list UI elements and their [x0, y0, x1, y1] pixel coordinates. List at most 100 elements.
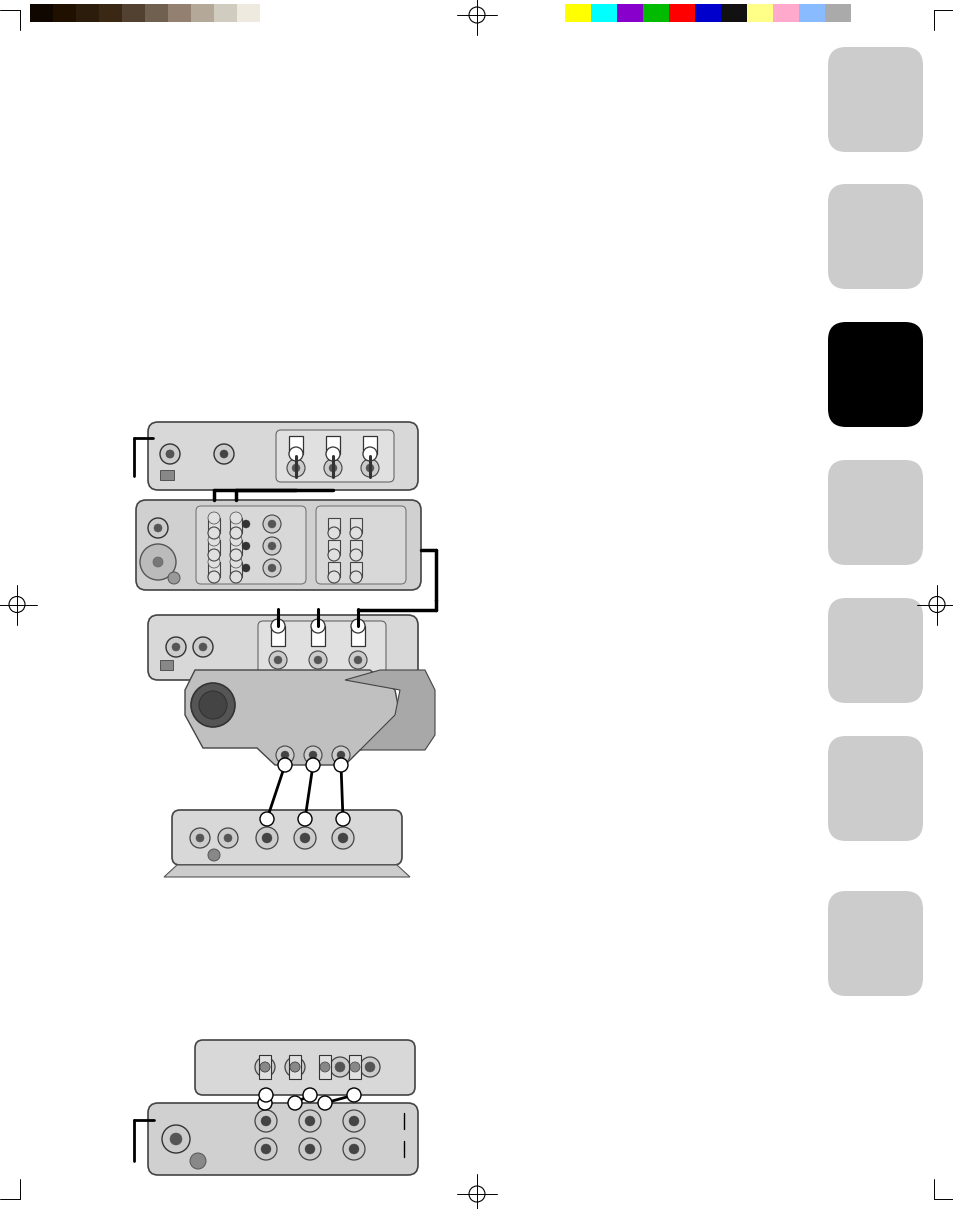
Circle shape	[195, 834, 204, 841]
Circle shape	[363, 447, 376, 461]
Circle shape	[299, 833, 310, 843]
Bar	[328, 517, 339, 533]
FancyBboxPatch shape	[827, 47, 923, 152]
Circle shape	[208, 556, 220, 568]
Circle shape	[347, 1088, 360, 1101]
Circle shape	[294, 827, 315, 849]
Circle shape	[297, 812, 312, 826]
Circle shape	[289, 447, 303, 461]
Bar	[824, 4, 850, 22]
Circle shape	[360, 459, 378, 478]
FancyBboxPatch shape	[172, 810, 401, 864]
Circle shape	[305, 1144, 314, 1155]
Circle shape	[366, 464, 374, 472]
Circle shape	[208, 571, 220, 583]
Bar	[191, 4, 213, 22]
Circle shape	[190, 828, 210, 848]
Circle shape	[230, 549, 242, 561]
Circle shape	[255, 827, 277, 849]
FancyBboxPatch shape	[257, 621, 386, 673]
Circle shape	[277, 758, 292, 773]
Circle shape	[254, 1138, 276, 1159]
Circle shape	[262, 833, 272, 843]
Circle shape	[329, 464, 336, 472]
Circle shape	[268, 565, 275, 572]
Bar	[642, 4, 668, 22]
Circle shape	[218, 828, 237, 848]
Bar	[720, 4, 746, 22]
Circle shape	[343, 1110, 365, 1132]
Bar	[122, 4, 145, 22]
Circle shape	[359, 1057, 379, 1077]
Polygon shape	[164, 864, 410, 877]
Circle shape	[166, 637, 186, 656]
Bar	[350, 540, 361, 555]
Circle shape	[271, 619, 285, 634]
Bar	[363, 436, 376, 455]
Circle shape	[303, 1088, 316, 1101]
Circle shape	[260, 1062, 270, 1072]
Circle shape	[334, 758, 348, 773]
Bar	[30, 4, 53, 22]
Circle shape	[263, 515, 281, 533]
Bar	[350, 562, 361, 577]
Circle shape	[351, 619, 365, 634]
Bar	[564, 4, 590, 22]
Circle shape	[208, 527, 220, 539]
Circle shape	[230, 527, 242, 539]
Bar	[208, 562, 220, 577]
Polygon shape	[185, 670, 399, 765]
Bar	[695, 4, 720, 22]
Bar	[168, 4, 191, 22]
Bar	[289, 1055, 301, 1078]
Bar	[328, 562, 339, 577]
Bar	[350, 517, 361, 533]
Circle shape	[254, 1057, 274, 1077]
FancyBboxPatch shape	[194, 1040, 415, 1095]
Bar	[590, 4, 617, 22]
Circle shape	[230, 571, 242, 583]
Bar	[258, 1055, 271, 1078]
Circle shape	[260, 812, 274, 826]
Circle shape	[170, 1133, 182, 1145]
Bar	[349, 1055, 360, 1078]
FancyBboxPatch shape	[148, 615, 417, 679]
Circle shape	[354, 656, 361, 664]
Circle shape	[191, 683, 234, 727]
Circle shape	[263, 537, 281, 555]
Bar	[351, 626, 365, 646]
Bar	[230, 517, 242, 533]
Bar	[160, 470, 173, 480]
Circle shape	[148, 517, 168, 538]
Circle shape	[208, 511, 220, 523]
Circle shape	[309, 650, 327, 669]
Circle shape	[290, 1062, 299, 1072]
Bar	[289, 436, 303, 455]
Circle shape	[309, 751, 316, 759]
Bar	[799, 4, 824, 22]
Circle shape	[332, 746, 350, 764]
Bar	[328, 540, 339, 555]
Circle shape	[328, 571, 339, 583]
Bar	[213, 4, 236, 22]
Circle shape	[153, 523, 162, 532]
Circle shape	[326, 447, 339, 461]
Circle shape	[285, 1057, 305, 1077]
Bar	[76, 4, 99, 22]
Bar	[230, 562, 242, 577]
Circle shape	[275, 746, 294, 764]
Circle shape	[230, 511, 242, 523]
Circle shape	[292, 464, 299, 472]
Circle shape	[269, 650, 287, 669]
Bar	[668, 4, 695, 22]
Circle shape	[199, 643, 207, 650]
Bar	[145, 4, 168, 22]
FancyBboxPatch shape	[136, 501, 420, 590]
FancyBboxPatch shape	[827, 891, 923, 996]
Circle shape	[208, 849, 220, 861]
Circle shape	[166, 450, 173, 458]
Bar	[772, 4, 799, 22]
Bar	[617, 4, 642, 22]
Circle shape	[287, 459, 305, 478]
Circle shape	[350, 549, 361, 561]
